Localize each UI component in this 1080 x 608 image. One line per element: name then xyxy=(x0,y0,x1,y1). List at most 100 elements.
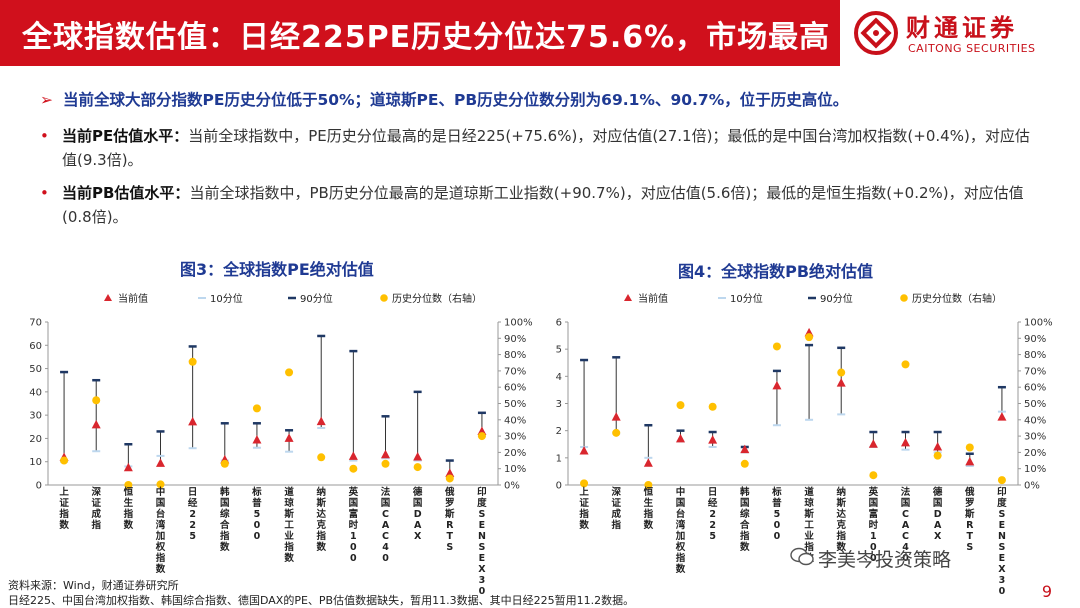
category-label: 中国台湾加权指数 xyxy=(155,486,166,575)
category-label: 恒生指数 xyxy=(643,486,654,531)
category-label: 韩国综合指数 xyxy=(219,486,230,553)
y-tick-label: 30 xyxy=(29,411,42,422)
current-value-marker xyxy=(348,451,358,460)
y2-tick-label: 50% xyxy=(1024,399,1046,410)
percentile-point xyxy=(580,479,589,488)
current-value-marker xyxy=(643,458,653,467)
percentile-point xyxy=(477,432,486,441)
y2-tick-label: 90% xyxy=(504,334,526,345)
current-value-marker xyxy=(933,441,943,451)
bullet-dot-icon: • xyxy=(40,184,49,202)
current-value-marker xyxy=(965,456,975,466)
legend-current-marker xyxy=(104,294,112,301)
current-value-marker xyxy=(91,419,101,429)
percentile-point xyxy=(349,464,358,473)
legend-p10-label: 10分位 xyxy=(730,292,763,305)
y-tick-label: 2 xyxy=(556,426,562,437)
y2-tick-label: 70% xyxy=(504,366,526,377)
category-label: 中国台湾加权指数 xyxy=(675,486,686,575)
y-tick-label: 40 xyxy=(29,387,42,398)
y2-tick-label: 20% xyxy=(504,448,526,459)
legend-p90-label: 90分位 xyxy=(820,292,853,305)
y2-tick-label: 10% xyxy=(1024,464,1046,475)
category-label: 标普 5 0 0 xyxy=(251,486,262,542)
y2-tick-label: 10% xyxy=(504,464,526,475)
bullet-text: 当前全球指数中，PB历史分位最高的是道琼斯工业指数(+90.7%)，对应估值(5… xyxy=(62,184,1024,226)
y-tick-label: 60 xyxy=(29,341,42,352)
category-label: 道琼斯工业指数 xyxy=(283,486,294,564)
percentile-point xyxy=(772,342,781,351)
y2-tick-label: 100% xyxy=(504,318,533,329)
category-label: 俄罗斯 R T S xyxy=(964,486,975,553)
y-tick-label: 70 xyxy=(29,318,42,329)
category-label: 上证指数 xyxy=(58,486,69,531)
legend-pct-marker xyxy=(380,294,388,302)
category-label: 恒生指数 xyxy=(123,486,134,531)
y2-tick-label: 40% xyxy=(504,415,526,426)
percentile-point xyxy=(805,333,814,342)
y-tick-label: 5 xyxy=(556,345,562,356)
y2-tick-label: 0% xyxy=(1024,481,1040,492)
category-label: 法国 C A C 4 0 xyxy=(901,486,911,564)
category-label: 深证成指 xyxy=(91,486,101,531)
category-label: 深证成指 xyxy=(611,486,621,531)
y-tick-label: 10 xyxy=(29,457,42,468)
current-value-marker xyxy=(316,416,326,426)
y2-tick-label: 70% xyxy=(1024,366,1046,377)
current-value-marker xyxy=(611,412,621,421)
y2-tick-label: 100% xyxy=(1024,318,1053,329)
header-bar: 全球指数估值：日经225PE历史分位达75.6%，市场最高 财通证券 CAITO… xyxy=(0,0,1080,66)
current-value-marker xyxy=(836,378,846,387)
percentile-point xyxy=(997,476,1006,485)
current-value-marker xyxy=(123,462,133,472)
bullet-dot-icon: • xyxy=(40,127,49,145)
percentile-point xyxy=(901,360,910,369)
current-value-marker xyxy=(579,446,589,455)
category-label: 英国富时 1 0 0 xyxy=(869,486,879,564)
current-value-marker xyxy=(708,435,718,444)
y2-tick-label: 20% xyxy=(1024,448,1046,459)
y-tick-label: 0 xyxy=(556,481,562,492)
pb-valuation-chart: 当前值 10分位 90分位 历史分位数（右轴）01234560%10%20%30%40… xyxy=(556,292,1053,597)
percentile-point xyxy=(413,463,422,472)
chart-title-pe: 图3：全球指数PE绝对估值 xyxy=(180,260,374,279)
current-value-marker xyxy=(676,433,685,443)
current-value-marker xyxy=(188,416,198,426)
category-label: 日经 2 2 5 xyxy=(188,487,198,542)
caitong-logo-icon xyxy=(854,11,898,55)
percentile-point xyxy=(124,481,133,489)
legend-current-label: 当前值 xyxy=(638,292,668,305)
legend-current-marker xyxy=(624,294,632,301)
category-label: 日经 2 2 5 xyxy=(708,487,718,542)
current-value-marker xyxy=(901,437,910,447)
percentile-point xyxy=(445,474,454,483)
logo: 财通证券 CAITONG SECURITIES xyxy=(840,0,1080,66)
percentile-point xyxy=(220,459,229,468)
y2-tick-label: 60% xyxy=(504,383,526,394)
percentile-point xyxy=(869,471,878,480)
percentile-point xyxy=(156,480,165,489)
current-value-marker xyxy=(868,439,878,448)
wechat-icon xyxy=(790,547,814,566)
percentile-point xyxy=(837,368,846,377)
y-tick-label: 6 xyxy=(556,318,562,329)
percentile-point xyxy=(965,443,974,452)
pe-valuation-chart: 当前值 10分位 90分位 历史分位数（右轴） 0 10 20 30 40 50 60 70 0% 10%… xyxy=(29,292,533,597)
source-note: 资料来源：Wind，财通证券研究所 xyxy=(8,579,179,592)
category-label: 纳斯达克指数 xyxy=(315,486,326,553)
bullet-pb: • 当前PB估值水平：当前全球指数中，PB历史分位最高的是道琼斯工业指数(+90… xyxy=(40,181,1040,229)
category-label: 德国 D A X xyxy=(933,486,943,542)
current-value-marker xyxy=(284,433,294,442)
legend-current-label: 当前值 xyxy=(118,292,148,305)
y2-tick-label: 0% xyxy=(504,481,520,492)
percentile-point xyxy=(381,459,390,468)
current-value-marker xyxy=(772,380,782,390)
y2-tick-label: 80% xyxy=(504,350,526,361)
percentile-point xyxy=(188,357,197,366)
key-point-text: 当前全球大部分指数PE历史分位低于50%；道琼斯PE、PB历史分位数分别为69.… xyxy=(63,91,849,109)
category-label: 纳斯达克指数 xyxy=(835,486,846,553)
y-tick-label: 1 xyxy=(556,453,562,464)
category-label: 韩国综合指数 xyxy=(739,486,750,553)
y-tick-label: 4 xyxy=(556,372,562,383)
current-value-marker xyxy=(997,412,1007,421)
